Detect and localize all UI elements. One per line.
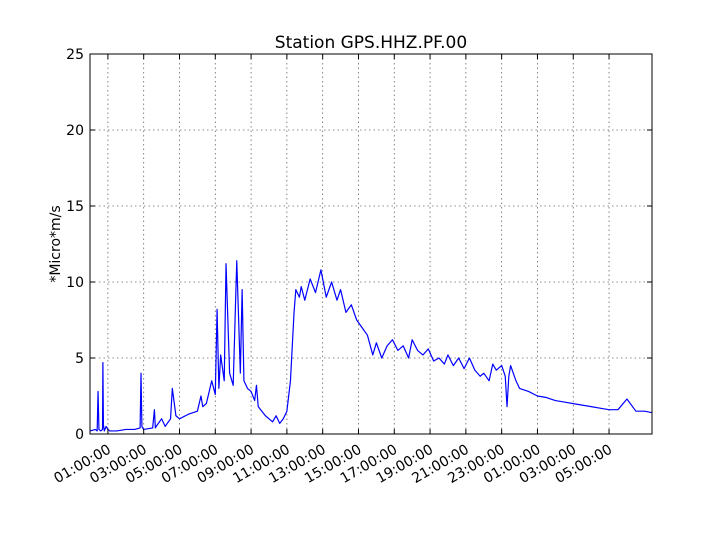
- chart-title: Station GPS.HHZ.PF.00: [275, 33, 467, 53]
- plot-background: [90, 54, 652, 434]
- y-tick-label: 0: [75, 427, 84, 443]
- series-line: [89, 260, 653, 432]
- grid: [90, 54, 652, 434]
- y-tick-label: 10: [66, 275, 84, 291]
- y-tick-label: 5: [75, 351, 84, 367]
- y-axis-label: *Micro*m/s: [48, 205, 64, 282]
- plot-frame: [89, 53, 653, 435]
- data-series: [89, 260, 653, 432]
- y-tick-label: 25: [66, 47, 84, 63]
- y-tick-label: 20: [66, 123, 84, 139]
- y-tick-label: 15: [66, 199, 84, 215]
